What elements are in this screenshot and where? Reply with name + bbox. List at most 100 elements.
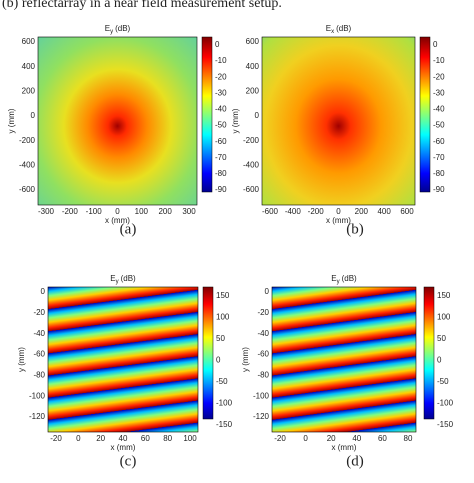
- x-tick-label: 0: [303, 434, 308, 443]
- x-tick-label: 80: [163, 434, 172, 443]
- panel-title: Ey (dB): [331, 274, 357, 284]
- colorbar-tick-label: 50: [437, 334, 446, 343]
- colorbar-tick-label: -50: [433, 121, 445, 130]
- colorbar-tick-label: -60: [215, 137, 227, 146]
- y-tick-label: -120: [253, 412, 270, 421]
- panel-title: Ey (dB): [105, 24, 131, 34]
- title-subscript: y: [116, 279, 119, 285]
- y-tick-label: -20: [33, 308, 45, 317]
- y-tick-label: -40: [33, 329, 45, 338]
- heatmap: [37, 36, 198, 206]
- y-tick-label: -200: [243, 136, 260, 145]
- y-tick-label: 400: [22, 62, 36, 71]
- colorbar-tick-label: -50: [437, 377, 449, 386]
- x-tick-label: -200: [308, 207, 325, 216]
- heatmap: [261, 36, 416, 206]
- panel-label: (b): [346, 221, 364, 237]
- title-symbol: E: [105, 24, 110, 33]
- y-tick-label: 0: [255, 111, 260, 120]
- title-subscript: y: [110, 29, 113, 35]
- colorbar: [201, 36, 213, 193]
- x-tick-label: 40: [119, 434, 128, 443]
- colorbar-tick-label: 100: [216, 313, 230, 322]
- y-tick-label: -60: [33, 350, 45, 359]
- colorbar-tick-label: -60: [433, 137, 445, 146]
- x-tick-label: 100: [183, 434, 197, 443]
- colorbar: [423, 286, 435, 420]
- panel-label: (a): [120, 221, 137, 237]
- heatmap: [271, 286, 417, 433]
- y-tick-label: -60: [257, 350, 269, 359]
- x-tick-label: -600: [262, 207, 279, 216]
- x-tick-label: 400: [377, 207, 391, 216]
- title-subscript: y: [337, 279, 340, 285]
- x-tick-label: -100: [86, 207, 103, 216]
- y-tick-label: 200: [246, 86, 260, 95]
- x-tick-label: 20: [327, 434, 336, 443]
- colorbar-tick-label: -150: [437, 420, 454, 429]
- colorbar-tick-label: -90: [433, 185, 445, 194]
- x-tick-label: 60: [378, 434, 387, 443]
- y-tick-label: 200: [22, 86, 36, 95]
- x-tick-label: 100: [135, 207, 149, 216]
- y-tick-label: -600: [243, 185, 260, 194]
- caption: (b) reflectarray in a near field measure…: [2, 0, 282, 11]
- x-tick-label: 60: [141, 434, 150, 443]
- panel-title: Ey (dB): [110, 274, 136, 284]
- colorbar-tick-label: -40: [215, 105, 227, 114]
- colorbar-tick-label: 150: [216, 291, 230, 300]
- x-tick-label: 600: [400, 207, 414, 216]
- title-unit: (dB): [121, 274, 136, 283]
- colorbar-tick-label: -30: [215, 88, 227, 97]
- colorbar: [202, 286, 214, 420]
- x-tick-label: -400: [285, 207, 302, 216]
- colorbar-tick-label: -20: [433, 72, 445, 81]
- y-tick-label: -400: [19, 160, 36, 169]
- y-tick-label: -100: [253, 391, 270, 400]
- panel-title: Ex (dB): [326, 24, 352, 34]
- x-axis-label: x (mm): [111, 443, 136, 452]
- colorbar-tick-label: -50: [215, 121, 227, 130]
- colorbar-tick-label: -50: [216, 377, 228, 386]
- colorbar-tick-label: -70: [215, 153, 227, 162]
- title-unit: (dB): [115, 24, 130, 33]
- title-unit: (dB): [336, 24, 351, 33]
- colorbar-tick-label: 0: [216, 356, 221, 365]
- colorbar-tick-label: -80: [215, 169, 227, 178]
- colorbar-tick-label: -10: [433, 56, 445, 65]
- y-tick-label: -120: [29, 412, 46, 421]
- y-tick-label: -80: [33, 370, 45, 379]
- panel-label: (c): [120, 453, 137, 469]
- x-tick-label: 0: [115, 207, 120, 216]
- y-tick-label: 0: [265, 287, 270, 296]
- x-axis-label: x (mm): [326, 216, 351, 225]
- x-tick-label: -200: [62, 207, 79, 216]
- colorbar-tick-label: -40: [433, 105, 445, 114]
- title-symbol: E: [331, 274, 336, 283]
- x-tick-label: 0: [336, 207, 341, 216]
- colorbar-tick-label: 0: [433, 40, 438, 49]
- panel-label: (d): [346, 453, 364, 469]
- title-symbol: E: [326, 24, 331, 33]
- x-tick-label: 200: [355, 207, 369, 216]
- x-tick-label: 20: [96, 434, 105, 443]
- heatmap: [47, 286, 199, 433]
- colorbar-tick-label: -30: [433, 88, 445, 97]
- x-axis-label: x (mm): [332, 443, 357, 452]
- y-tick-label: -80: [257, 370, 269, 379]
- x-tick-label: -300: [38, 207, 55, 216]
- x-tick-label: 80: [404, 434, 413, 443]
- y-tick-label: -200: [19, 136, 36, 145]
- y-axis-label: y (mm): [17, 347, 26, 372]
- y-tick-label: 0: [31, 111, 36, 120]
- colorbar-tick-label: -80: [433, 169, 445, 178]
- colorbar: [419, 36, 431, 193]
- colorbar-tick-label: -100: [216, 399, 233, 408]
- y-tick-label: 0: [41, 287, 46, 296]
- colorbar-tick-label: -20: [215, 72, 227, 81]
- y-tick-label: 400: [246, 62, 260, 71]
- title-subscript: x: [331, 29, 334, 35]
- y-tick-label: -100: [29, 391, 46, 400]
- x-tick-label: -20: [50, 434, 62, 443]
